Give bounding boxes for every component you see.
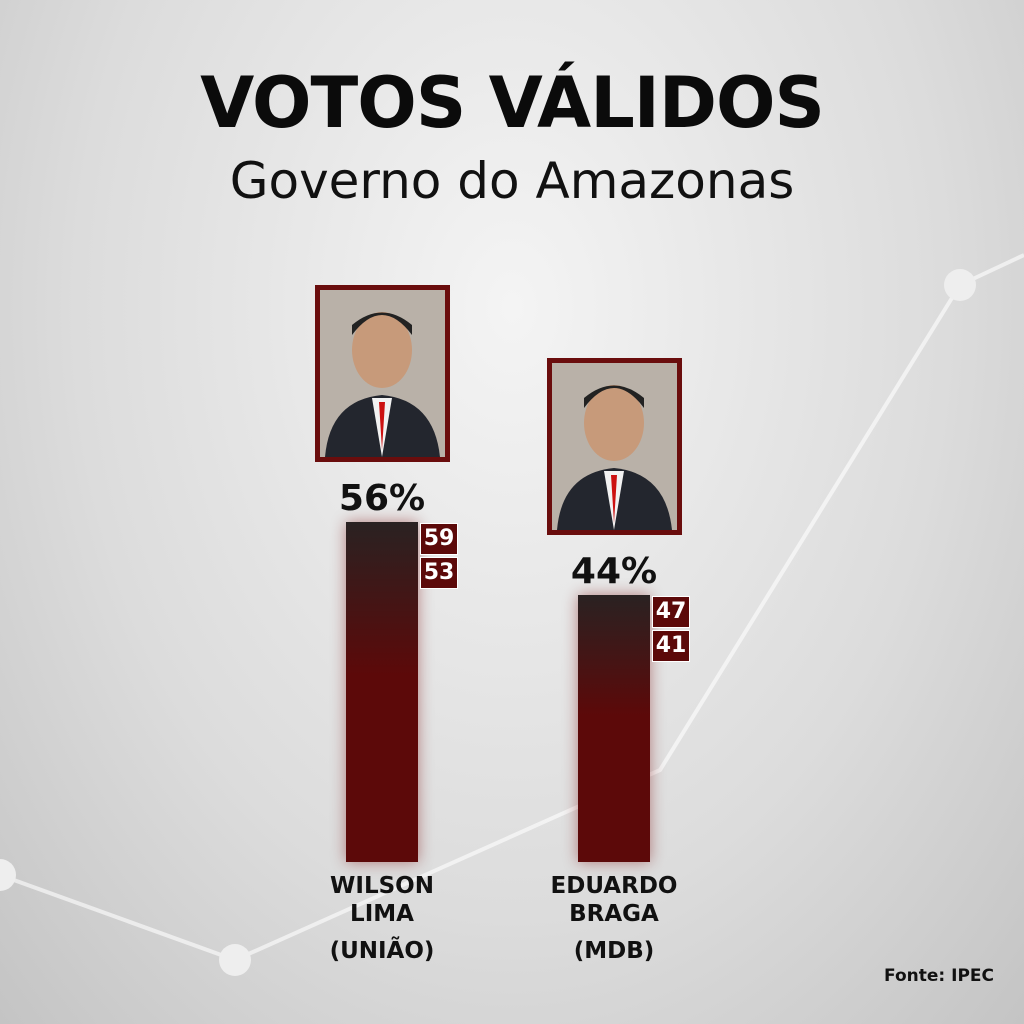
lower-bound: 53	[420, 557, 458, 589]
chart-title: VOTOS VÁLIDOS	[200, 62, 825, 144]
photo-figure	[320, 290, 445, 457]
upper-bound: 59	[420, 523, 458, 555]
photo-figure	[552, 362, 677, 530]
chart-subtitle: Governo do Amazonas	[229, 152, 795, 210]
value-label: 56%	[338, 478, 426, 519]
candidate-photo	[547, 357, 682, 535]
party-label: (MDB)	[573, 938, 655, 964]
bar	[346, 522, 418, 862]
party-label: (UNIÃO)	[329, 938, 435, 964]
category-label: WILSON LIMA	[330, 873, 434, 927]
source: Fonte: IPEC	[884, 966, 994, 986]
category-label: EDUARDO BRAGA	[550, 873, 678, 927]
value-label: 44%	[570, 550, 658, 592]
lower-bound: 41	[652, 629, 690, 662]
upper-bound: 47	[652, 595, 690, 628]
candidate-photo	[315, 285, 450, 462]
bar	[578, 594, 650, 862]
